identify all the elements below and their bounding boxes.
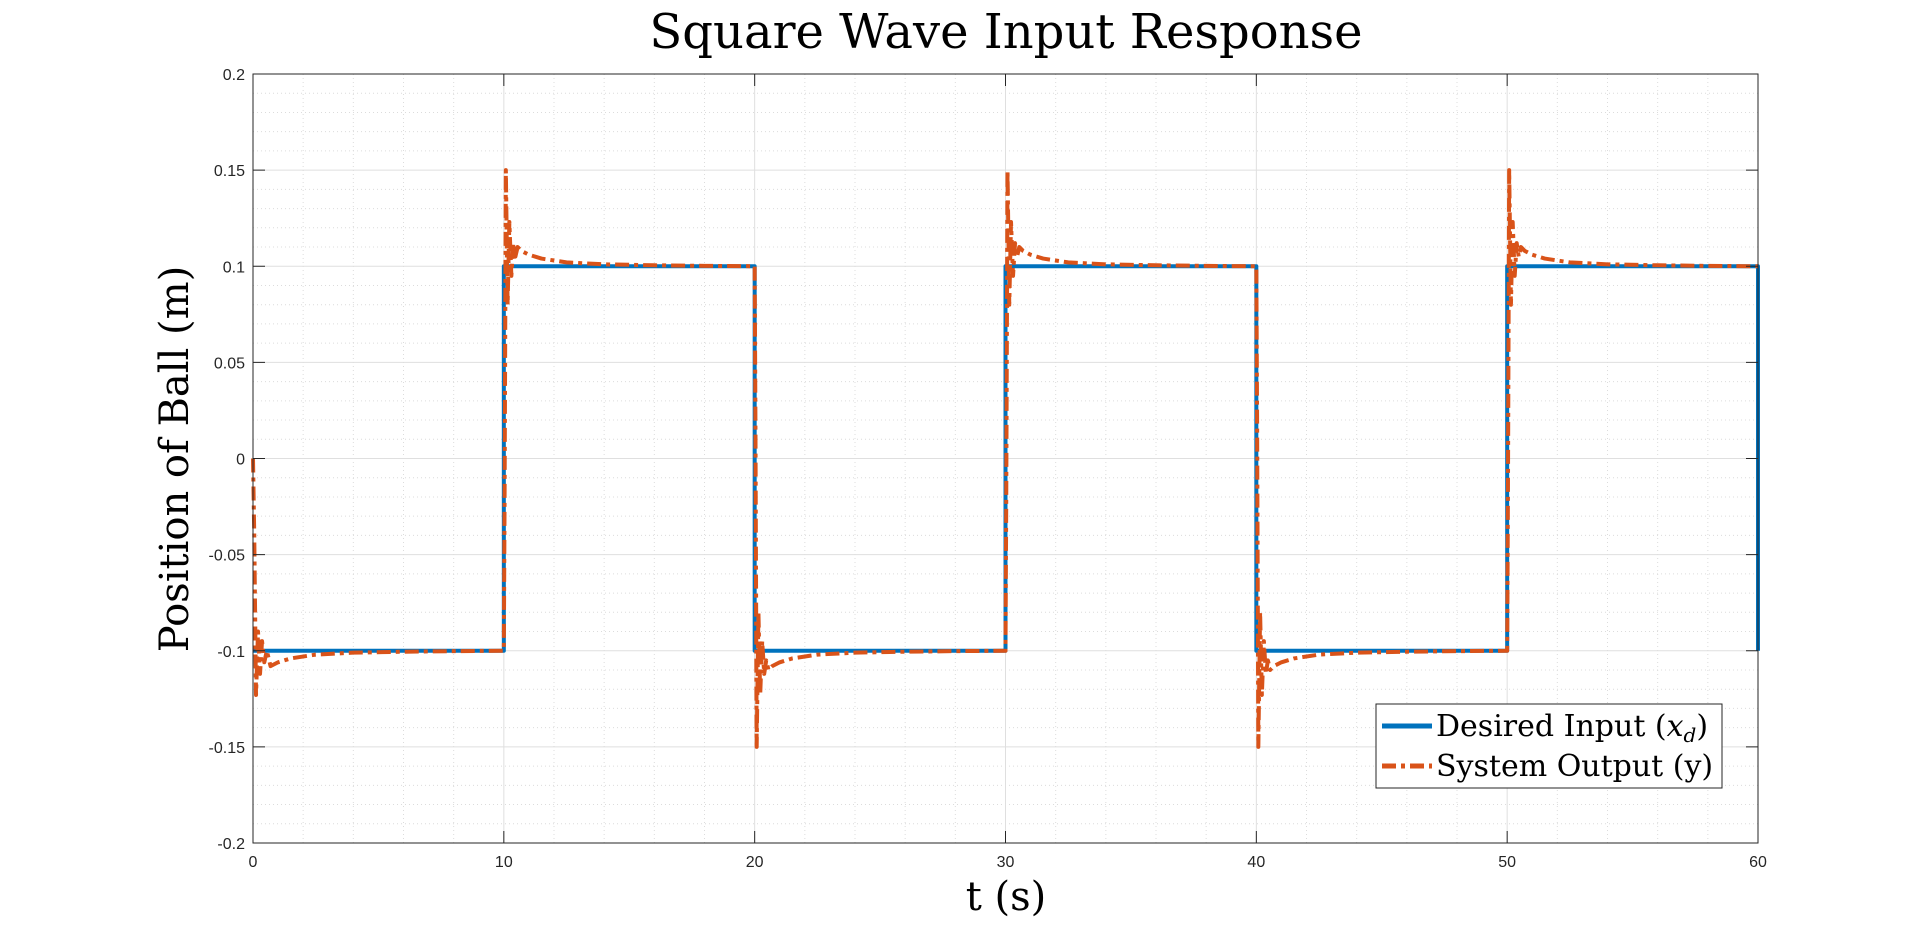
tick-marks [252, 73, 1759, 844]
x-tick-label: 40 [1247, 854, 1265, 871]
x-tick-label: 10 [495, 854, 513, 871]
x-tick-label: 0 [249, 854, 258, 871]
y-axis-label: Position of Ball (m) [152, 266, 198, 652]
legend-item-desired-input: Desired Input (xd) [1382, 709, 1708, 747]
series-line-system-output [251, 168, 1759, 749]
legend-label-system-output: System Output (y) [1436, 749, 1713, 784]
y-tick-label: -0.2 [217, 836, 245, 853]
series-layer [251, 168, 1760, 749]
y-tick-label: -0.05 [209, 548, 246, 565]
legend-box [1375, 703, 1723, 789]
y-tick-labels: -0.2 -0.15 -0.1 -0.05 0 0.05 0.1 0.15 0.2 [209, 67, 246, 853]
chart-title: Square Wave Input Response [649, 4, 1362, 60]
x-tick-label: 60 [1749, 854, 1767, 871]
x-tick-label: 20 [746, 854, 764, 871]
x-tick-label: 50 [1498, 854, 1516, 871]
x-tick-label: 30 [997, 854, 1015, 871]
y-tick-label: -0.1 [217, 644, 245, 661]
x-tick-labels: 0 10 20 30 40 50 60 [249, 854, 1767, 871]
y-tick-label: 0.2 [223, 67, 245, 84]
x-axis-label: t (s) [966, 874, 1047, 920]
legend-item-system-output: System Output (y) [1382, 749, 1713, 784]
y-tick-label: 0.15 [214, 163, 245, 180]
y-tick-label: -0.15 [209, 740, 246, 757]
y-tick-label: 0.05 [214, 355, 245, 372]
y-tick-label: 0.1 [223, 259, 245, 276]
y-tick-label: 0 [236, 452, 245, 469]
legend: Desired Input (xd) System Output (y) [1375, 703, 1723, 789]
legend-label-desired-input: Desired Input (xd) [1436, 709, 1708, 747]
